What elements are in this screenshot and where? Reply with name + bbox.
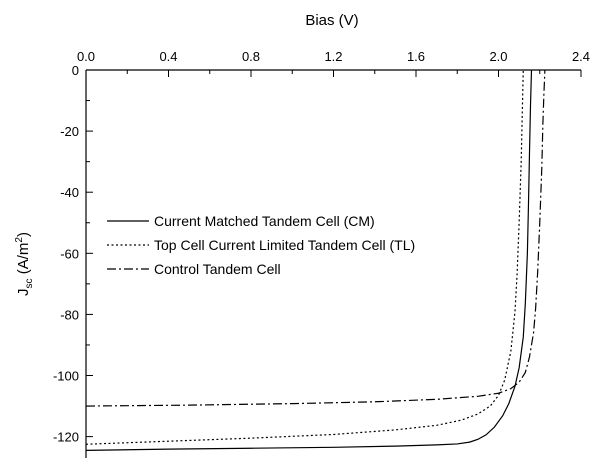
legend: Current Matched Tandem Cell (CM) Top Cell… xyxy=(107,213,415,277)
y-tick-label-1: -20 xyxy=(60,124,79,139)
y-tick-label-0: 0 xyxy=(72,63,79,78)
x-tick-label-0: 0.0 xyxy=(77,49,95,64)
x-tick-label-2: 0.8 xyxy=(242,49,260,64)
y-axis-title-sup: 2 xyxy=(14,237,25,243)
y-tick-label-3: -60 xyxy=(60,246,79,261)
y-axis-title-unit: (A/m xyxy=(15,243,32,275)
series-line-0 xyxy=(85,69,533,451)
y-axis-title-main: J xyxy=(15,288,32,296)
y-axis-title: Jsc (A/m2) xyxy=(14,232,35,296)
x-axis-title: Bias (V) xyxy=(305,12,358,29)
y-tick-label-6: -120 xyxy=(53,430,79,445)
y-tick-label-2: -40 xyxy=(60,185,79,200)
x-tick-label-5: 2.0 xyxy=(489,49,507,64)
y-axis-title-sub: sc xyxy=(24,278,35,288)
axes-layer: 0.0 0.4 0.8 1.2 1.6 2.0 2.4 0 -20 -40 -60 -80 -100 -1… xyxy=(53,49,590,458)
y-axis-title-close: ) xyxy=(15,232,32,237)
y-tick-label-4: -80 xyxy=(60,307,79,322)
x-tick-label-6: 2.4 xyxy=(572,49,590,64)
x-tick-label-3: 1.2 xyxy=(324,49,342,64)
series-line-1 xyxy=(85,69,524,445)
y-tick-label-5: -100 xyxy=(53,369,79,384)
series-line-2 xyxy=(85,69,546,407)
legend-label-0: Current Matched Tandem Cell (CM) xyxy=(154,213,375,229)
legend-label-1: Top Cell Current Limited Tandem Cell (TL… xyxy=(154,237,415,253)
x-tick-label-4: 1.6 xyxy=(407,49,425,64)
x-tick-label-1: 0.4 xyxy=(159,49,177,64)
series-layer xyxy=(85,69,546,451)
legend-label-2: Control Tandem Cell xyxy=(154,261,281,277)
